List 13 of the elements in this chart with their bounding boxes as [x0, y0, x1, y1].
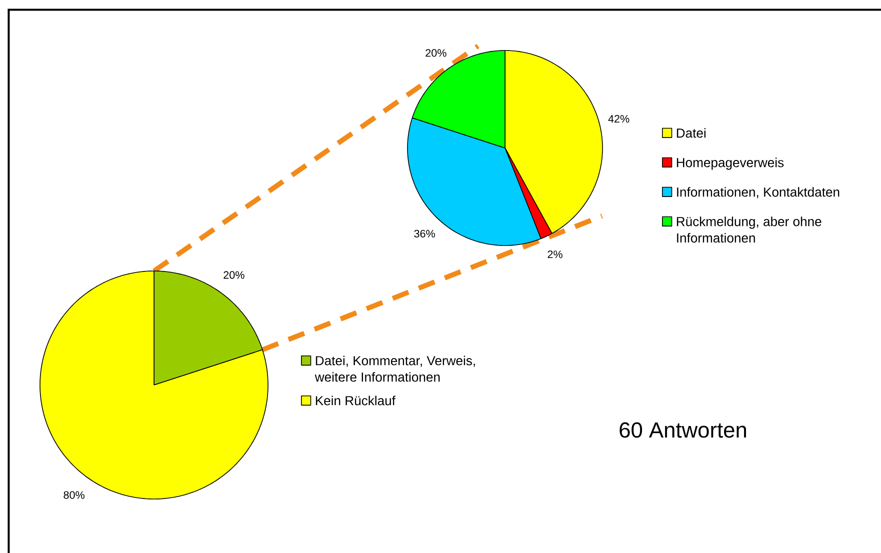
data-label: 42% [608, 114, 630, 123]
data-label: 36% [414, 230, 435, 238]
data-label: 20% [224, 271, 244, 279]
legend-label: Informationen, Kontaktdaten [677, 187, 840, 198]
data-label: 2% [548, 250, 562, 258]
legend-label: Rückmeldung, aber ohne Informationen [676, 216, 822, 243]
legend-label: Kein Rücklauf [316, 396, 396, 406]
legend-label: Datei, Kommentar, Verweis, weitere Informationen [314, 356, 475, 382]
data-label: 20% [426, 49, 446, 57]
text: 60 Antworten [620, 422, 746, 438]
legend-label: Homepageverweis [676, 158, 784, 170]
legend-label: Datei [676, 128, 706, 138]
data-label: 80% [64, 491, 84, 499]
